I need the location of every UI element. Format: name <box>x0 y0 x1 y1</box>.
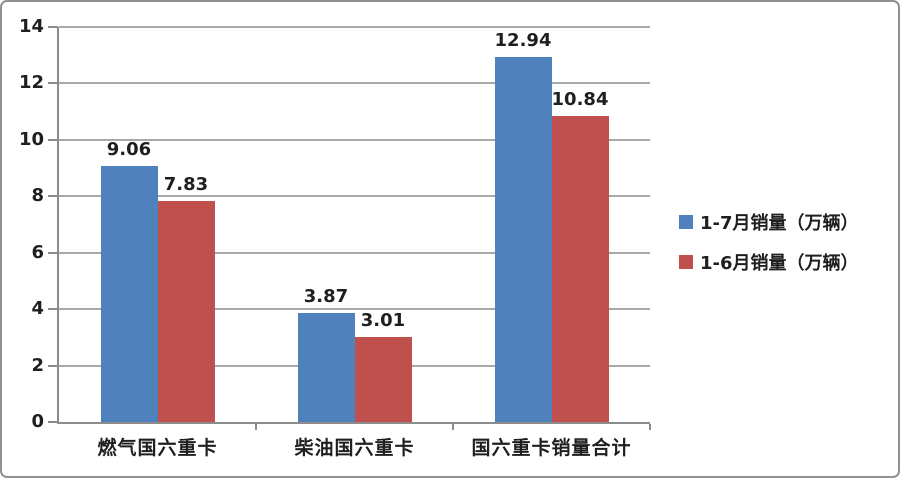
y-tick-mark <box>48 308 58 311</box>
y-tick-mark <box>48 82 58 85</box>
bar <box>551 116 609 422</box>
legend-item: 1-6月销量（万辆） <box>679 242 859 282</box>
y-tick-mark <box>48 251 58 254</box>
x-axis-line <box>57 422 650 424</box>
category-label: 柴油国六重卡 <box>294 437 415 459</box>
gridline <box>59 195 650 198</box>
y-tick-mark <box>48 138 58 141</box>
y-tick-mark <box>48 364 58 367</box>
y-tick-label: 2 <box>31 354 44 376</box>
legend-swatch-icon <box>679 215 693 229</box>
y-tick-mark <box>48 26 58 28</box>
legend-item: 1-7月销量（万辆） <box>679 202 859 242</box>
bar <box>354 337 412 422</box>
bar-value-label: 12.94 <box>494 29 552 51</box>
category-label: 国六重卡销量合计 <box>471 437 632 459</box>
gridline <box>59 138 650 141</box>
bar <box>100 166 158 422</box>
bar <box>157 201 215 422</box>
legend-label: 1-7月销量（万辆） <box>700 213 859 234</box>
bar <box>494 56 552 422</box>
y-tick-label: 6 <box>31 241 44 263</box>
x-tick-mark <box>255 424 257 430</box>
legend-swatch-icon <box>679 255 693 269</box>
x-tick-mark <box>452 424 454 430</box>
gridline <box>59 82 650 85</box>
gridline <box>59 251 650 254</box>
gridline <box>59 308 650 311</box>
bar <box>297 312 355 422</box>
y-axis-line <box>57 27 59 424</box>
y-tick-label: 12 <box>18 72 44 94</box>
bar-value-label: 7.83 <box>163 174 209 196</box>
bar-value-label: 3.87 <box>303 285 349 307</box>
bar-value-label: 10.84 <box>551 89 609 111</box>
bar-value-label: 9.06 <box>106 139 152 161</box>
legend: 1-7月销量（万辆） 1-6月销量（万辆） <box>679 202 859 282</box>
y-tick-label: 14 <box>18 16 44 37</box>
y-tick-label: 0 <box>31 411 44 432</box>
y-tick-label: 10 <box>18 128 44 150</box>
y-tick-mark <box>48 421 58 423</box>
y-tick-label: 4 <box>31 298 44 320</box>
legend-label: 1-6月销量（万辆） <box>700 253 859 274</box>
category-label: 燃气国六重卡 <box>97 437 218 459</box>
plot-area: 9.06 7.83 3.87 3.01 12.94 10.84 <box>59 26 650 422</box>
y-tick-label: 8 <box>31 185 44 207</box>
bar-value-label: 3.01 <box>360 310 406 332</box>
y-tick-mark <box>48 195 58 198</box>
gridline <box>59 26 650 28</box>
x-tick-mark <box>649 424 651 430</box>
